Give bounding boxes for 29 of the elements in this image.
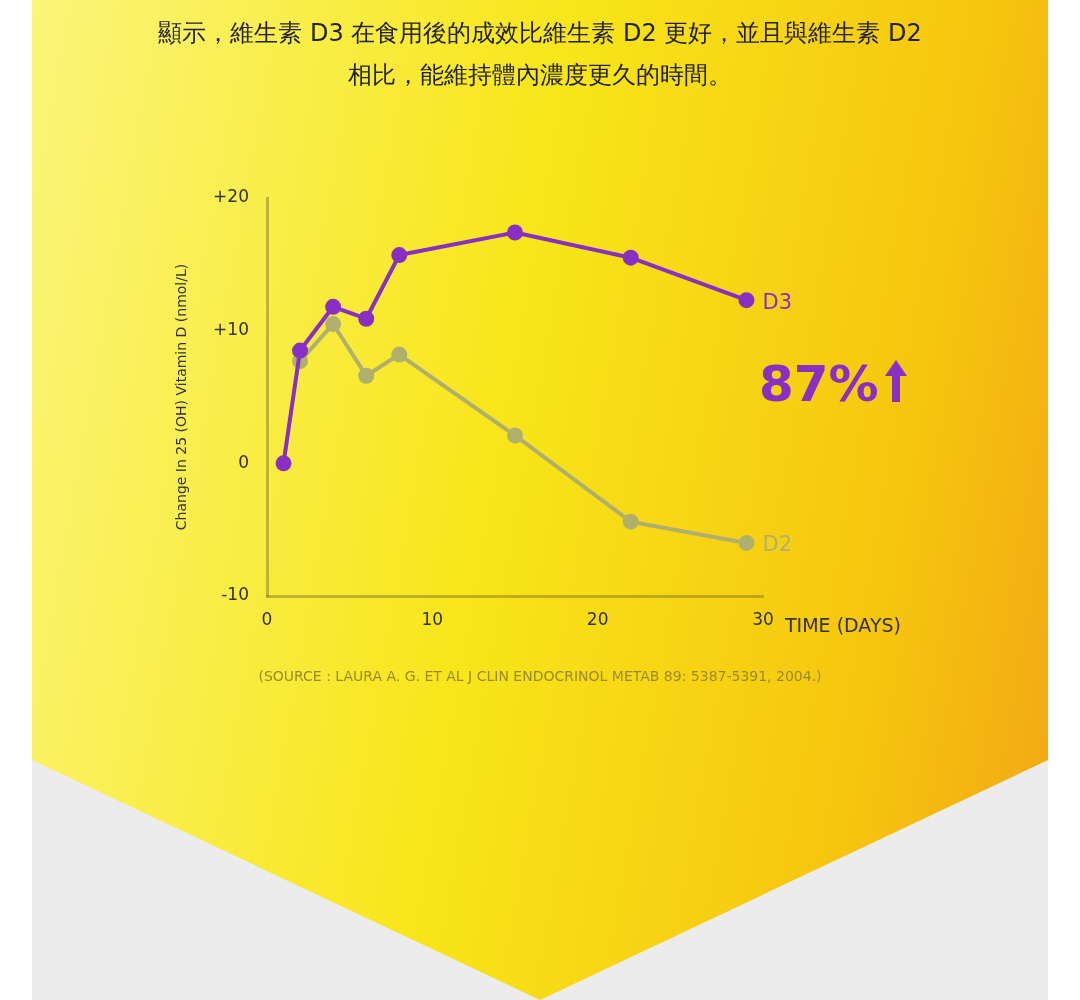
point [507, 427, 523, 444]
y-tick-label: -10 [221, 584, 249, 605]
y-tick-label: +10 [213, 319, 249, 340]
x-tick-label: 0 [261, 608, 273, 629]
chart-title: 顯示，維生素 D3 在食用後的成效比維生素 D2 更好，並且與維生素 D2 相比，能維持體內濃度更久的時間。 [157, 18, 923, 91]
point [507, 224, 523, 241]
point [358, 367, 375, 384]
y-tick-label: 0 [238, 451, 249, 472]
annotation: 87% [759, 354, 879, 413]
text: (SOURCE : LAURA A. G. ET AL J CLIN ENDOCRINOL METAB 89: 5387-5391, 2004.) [257, 668, 823, 684]
point [358, 310, 375, 327]
point [292, 342, 309, 359]
point [738, 534, 755, 551]
x-tick-label: 10 [421, 608, 444, 629]
point [391, 247, 408, 264]
series-label: D3 [762, 289, 792, 314]
y-axis-title: Change In 25 (OH) Vitamin D (nmol/L) [173, 263, 190, 531]
x-tick-label: 30 [752, 608, 774, 629]
y-tick-label: +20 [213, 186, 249, 207]
point [325, 316, 342, 333]
point [622, 249, 639, 266]
point [275, 455, 292, 472]
point [391, 346, 408, 363]
point [622, 513, 639, 530]
x-tick-label: 20 [586, 608, 609, 629]
series-label: D2 [762, 532, 792, 557]
x-axis-title: TIME (DAYS) [784, 613, 901, 636]
point [325, 298, 342, 315]
point [738, 292, 755, 309]
